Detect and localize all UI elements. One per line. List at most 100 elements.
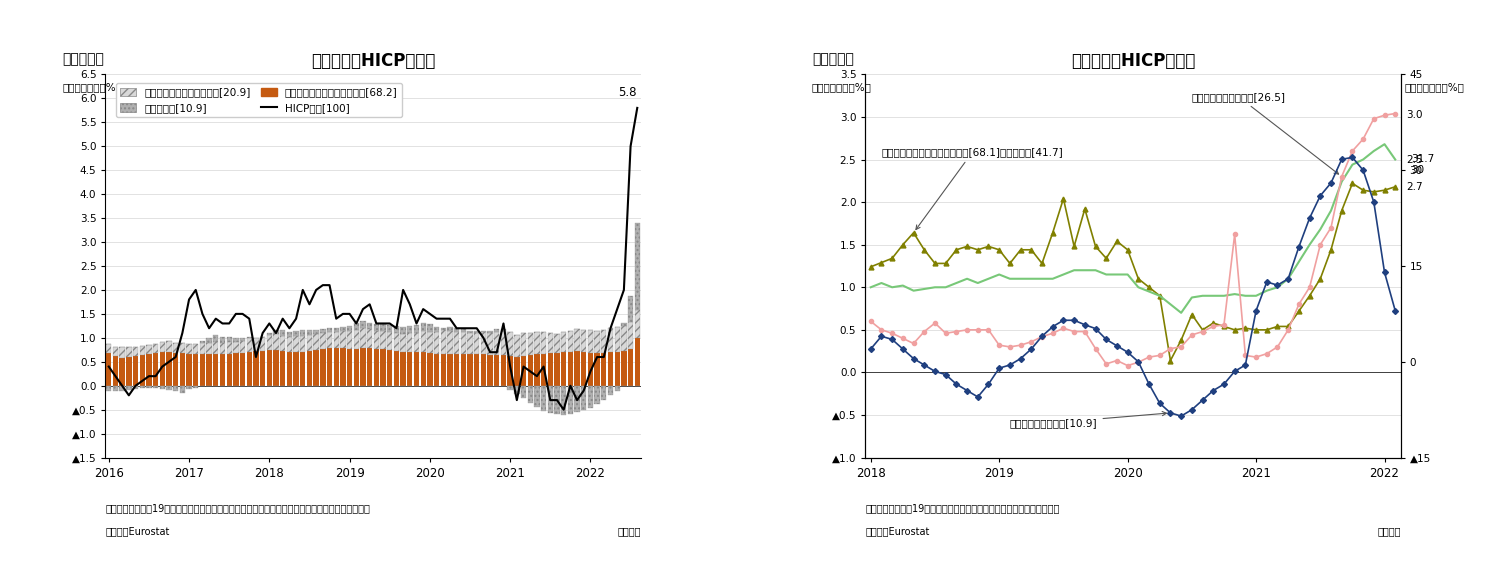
Bar bbox=[247, 352, 252, 386]
Bar bbox=[601, 353, 607, 386]
Bar bbox=[527, 386, 533, 403]
Bar bbox=[595, 353, 599, 386]
Bar bbox=[527, 332, 533, 355]
Bar bbox=[179, 353, 185, 386]
Bar bbox=[187, 386, 191, 388]
Bar bbox=[261, 337, 265, 351]
Bar bbox=[453, 328, 459, 332]
Bar bbox=[226, 337, 232, 342]
Bar bbox=[494, 355, 500, 386]
Bar bbox=[461, 329, 465, 332]
Bar bbox=[441, 328, 446, 330]
Bar bbox=[239, 353, 245, 386]
Bar bbox=[628, 349, 633, 386]
Bar bbox=[300, 336, 306, 352]
Bar bbox=[340, 327, 345, 331]
Text: （図表２）: （図表２） bbox=[812, 53, 854, 67]
Bar bbox=[562, 332, 566, 352]
Bar bbox=[333, 328, 339, 332]
Bar bbox=[253, 338, 259, 351]
Bar bbox=[620, 351, 626, 386]
Bar bbox=[453, 332, 459, 354]
Bar bbox=[286, 352, 292, 386]
Bar bbox=[434, 327, 440, 332]
Bar bbox=[200, 343, 205, 354]
Bar bbox=[179, 343, 185, 353]
Text: 2.7: 2.7 bbox=[1407, 182, 1423, 192]
Bar bbox=[140, 345, 145, 355]
Bar bbox=[226, 354, 232, 386]
Bar bbox=[166, 386, 172, 390]
Bar bbox=[574, 351, 580, 386]
Bar bbox=[581, 352, 586, 386]
Bar bbox=[434, 332, 440, 354]
Bar bbox=[367, 329, 372, 348]
Legend: 飲食料（アルコール含む）[20.9], エネルギー[10.9], エネルギー・飲食料除く総合[68.2], HICP総合[100]: 飲食料（アルコール含む）[20.9], エネルギー[10.9], エネルギー・飲… bbox=[116, 84, 402, 117]
Bar bbox=[441, 330, 446, 354]
Bar bbox=[514, 357, 520, 386]
Bar bbox=[214, 335, 218, 342]
Bar bbox=[146, 354, 152, 386]
Bar bbox=[247, 337, 252, 338]
Bar bbox=[140, 355, 145, 386]
Bar bbox=[401, 327, 405, 334]
Title: ユーロ圈のHICP上昇率: ユーロ圈のHICP上昇率 bbox=[310, 52, 435, 70]
Bar bbox=[127, 347, 131, 357]
Bar bbox=[367, 348, 372, 386]
Bar bbox=[548, 386, 553, 413]
Bar bbox=[286, 337, 292, 352]
Bar bbox=[173, 386, 178, 391]
Bar bbox=[105, 344, 111, 353]
Bar bbox=[280, 330, 285, 336]
Bar bbox=[360, 320, 366, 328]
Bar bbox=[420, 324, 426, 331]
Bar bbox=[267, 335, 273, 350]
Bar bbox=[587, 386, 593, 408]
Bar bbox=[220, 354, 226, 386]
Text: エネルギー（右軸）[10.9]: エネルギー（右軸）[10.9] bbox=[1011, 411, 1167, 428]
Bar bbox=[387, 350, 393, 386]
Bar bbox=[508, 332, 514, 356]
Bar bbox=[614, 352, 620, 386]
Text: （前年同月比、%）: （前年同月比、%） bbox=[1405, 82, 1465, 92]
Bar bbox=[346, 327, 352, 331]
Bar bbox=[614, 386, 620, 391]
Bar bbox=[280, 351, 285, 386]
Bar bbox=[535, 386, 539, 407]
Bar bbox=[508, 386, 514, 390]
Bar bbox=[160, 352, 166, 386]
Bar bbox=[105, 353, 111, 386]
Bar bbox=[273, 333, 279, 350]
Text: （月次）: （月次） bbox=[617, 527, 640, 537]
Bar bbox=[146, 345, 152, 354]
Bar bbox=[581, 330, 586, 352]
Bar bbox=[387, 325, 393, 332]
Text: （前年同月比、%）: （前年同月比、%） bbox=[812, 82, 872, 92]
Bar bbox=[267, 350, 273, 386]
Text: （資料）Eurostat: （資料）Eurostat bbox=[105, 527, 170, 537]
Bar bbox=[193, 344, 199, 354]
Bar bbox=[307, 335, 312, 351]
Bar bbox=[393, 351, 399, 386]
Bar bbox=[393, 327, 399, 333]
Bar bbox=[381, 324, 386, 331]
Bar bbox=[313, 350, 319, 386]
Bar bbox=[127, 386, 131, 390]
Bar bbox=[434, 354, 440, 386]
Bar bbox=[300, 352, 306, 386]
Bar bbox=[634, 338, 640, 386]
Bar bbox=[179, 386, 185, 393]
Bar bbox=[340, 348, 345, 386]
Bar bbox=[508, 356, 514, 386]
Bar bbox=[554, 353, 560, 386]
Bar bbox=[514, 335, 520, 357]
Bar bbox=[474, 332, 479, 354]
Bar bbox=[119, 347, 125, 358]
Bar bbox=[294, 331, 298, 336]
Bar bbox=[441, 354, 446, 386]
Text: 財（エネルギー除く）[26.5]: 財（エネルギー除く）[26.5] bbox=[1191, 92, 1339, 174]
Bar bbox=[428, 332, 432, 353]
Bar bbox=[587, 330, 593, 353]
Bar bbox=[154, 353, 158, 386]
Bar bbox=[381, 331, 386, 349]
